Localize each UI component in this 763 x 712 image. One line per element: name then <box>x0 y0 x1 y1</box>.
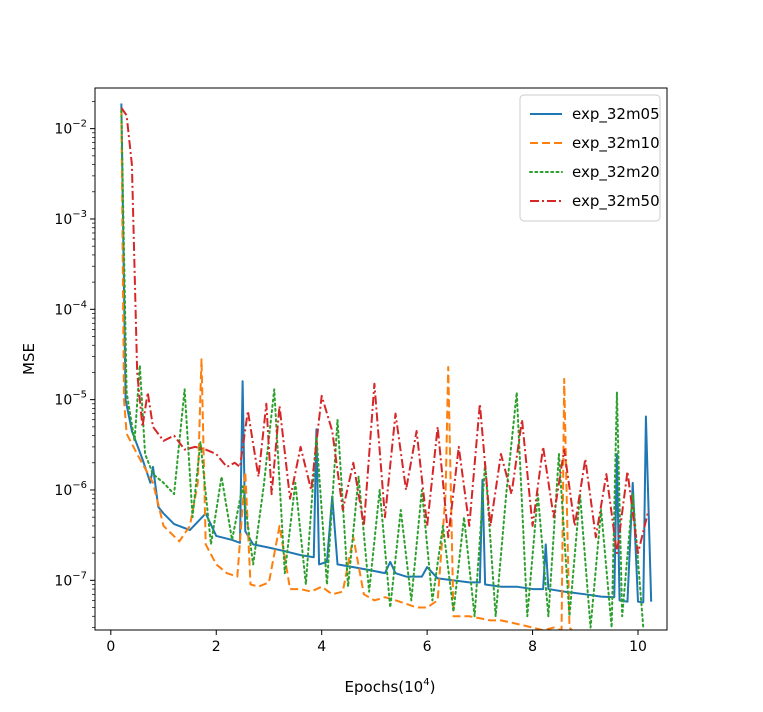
y-tick-label: 10−7 <box>54 570 87 589</box>
y-tick-base: 10 <box>54 122 72 138</box>
y-tick-exponent: −6 <box>72 480 87 491</box>
x-tick-label: 10 <box>629 639 647 655</box>
legend-label-exp_32m20: exp_32m20 <box>572 163 660 182</box>
y-tick-exponent: −3 <box>72 209 87 220</box>
y-tick-base: 10 <box>54 302 72 318</box>
legend-label-exp_32m05: exp_32m05 <box>572 105 660 124</box>
y-axis-label: MSE <box>20 343 38 375</box>
y-tick-label: 10−4 <box>54 299 87 318</box>
y-tick-label: 10−2 <box>54 119 87 138</box>
x-axis-label-close: ) <box>430 678 436 696</box>
y-tick-exponent: −4 <box>72 299 87 310</box>
x-tick-label: 6 <box>423 639 432 655</box>
y-tick-base: 10 <box>54 393 72 409</box>
y-tick-label: 10−6 <box>54 480 87 499</box>
x-tick-label: 2 <box>212 639 221 655</box>
legend-label-exp_32m50: exp_32m50 <box>572 192 660 211</box>
y-tick-exponent: −2 <box>72 119 87 130</box>
x-tick-label: 4 <box>317 639 326 655</box>
x-tick-label: 0 <box>106 639 115 655</box>
series-line-exp_32m20 <box>120 109 645 629</box>
x-axis-label: Epochs(104) <box>345 677 436 696</box>
y-tick-label: 10−3 <box>54 209 87 228</box>
plot-area <box>120 103 653 630</box>
x-axis-label-main: Epochs(10 <box>345 678 424 696</box>
x-axis-label-exponent: 4 <box>423 677 429 688</box>
y-tick-label: 10−5 <box>54 390 87 409</box>
legend-box <box>519 94 661 222</box>
series-line-exp_32m50 <box>120 107 650 555</box>
legend-entries: exp_32m05 exp_32m10 exp_32m20 exp_32m50 <box>529 105 660 211</box>
y-tick-base: 10 <box>54 212 72 228</box>
legend: exp_32m05 exp_32m10 exp_32m20 exp_32m50 <box>519 94 661 222</box>
y-tick-exponent: −5 <box>72 390 87 401</box>
y-tick-base: 10 <box>54 573 72 589</box>
legend-label-exp_32m10: exp_32m10 <box>572 134 660 153</box>
y-tick-base: 10 <box>54 483 72 499</box>
axes-frame <box>94 87 668 631</box>
y-tick-exponent: −7 <box>72 570 87 581</box>
x-tick-label: 8 <box>528 639 537 655</box>
